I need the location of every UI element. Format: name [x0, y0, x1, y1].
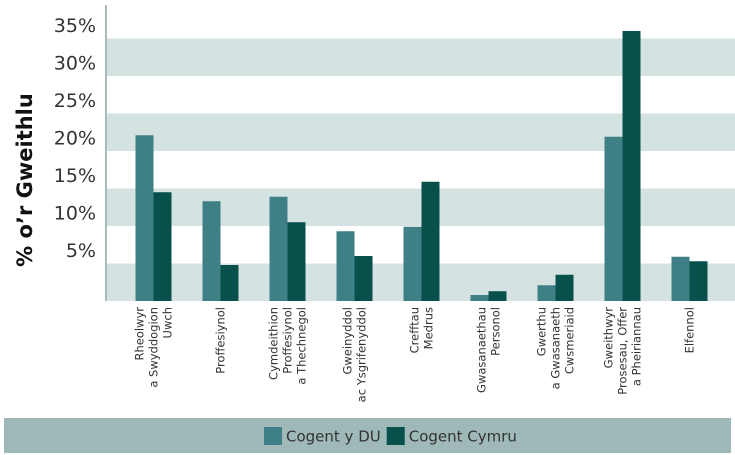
x-tick-label: Rheolwyr [133, 307, 147, 361]
bar [604, 136, 623, 301]
bar [689, 261, 708, 301]
x-tick-label: Gweithwyr [602, 307, 616, 369]
y-tick-label: 35% [54, 15, 96, 37]
y-axis-title: % o’r Gweithlu [13, 93, 37, 267]
bar [153, 192, 172, 301]
legend-swatch [264, 427, 282, 445]
x-tick-label: Crefftau [408, 307, 422, 353]
y-tick-label: 15% [54, 165, 96, 187]
y-tick-label: 10% [54, 203, 96, 225]
bar [555, 274, 574, 301]
bar [470, 295, 489, 301]
legend-label: Cogent y DU [286, 428, 381, 446]
y-tick-label: 5% [66, 240, 96, 262]
x-tick-label: Cymdeithion [267, 307, 281, 380]
bar [403, 226, 422, 301]
bar [537, 285, 556, 301]
x-tick-label: Medrus [422, 307, 436, 349]
bar [622, 31, 641, 301]
bar [287, 222, 306, 301]
x-tick-label: Prosesau, Offer [616, 307, 630, 395]
x-tick-label: Proffesiynol [214, 307, 228, 374]
x-tick-label: a Swyddogion [147, 307, 161, 388]
x-tick-label: Elfennol [683, 307, 697, 353]
bar [421, 181, 440, 301]
x-tick-label: Gweinyddol [341, 307, 355, 375]
bar [336, 231, 355, 301]
x-tick-label: Gwerthu [535, 307, 549, 356]
x-tick-label: a Gwasanaeth [549, 307, 563, 389]
bar [354, 256, 373, 301]
legend-label: Cogent Cymru [409, 428, 517, 446]
bar [202, 201, 221, 301]
bar [220, 265, 239, 301]
x-tick-label: Proffesiynol [281, 307, 295, 374]
x-tick-label: Personol [489, 307, 503, 356]
x-tick-label: Gwasanaethau [475, 307, 489, 393]
bar [135, 135, 154, 301]
bar [269, 196, 288, 301]
legend-background [4, 418, 731, 453]
legend-swatch [386, 427, 405, 445]
y-tick-label: 30% [54, 53, 96, 75]
grid-band [106, 38, 735, 76]
x-tick-label: ac Ysgrifenyddol [355, 307, 369, 402]
x-tick-label: a Thechnegol [295, 307, 309, 385]
bar [488, 291, 507, 301]
y-tick-label: 25% [54, 90, 96, 112]
x-tick-label: Cwsmeriaid [563, 307, 577, 374]
bar [671, 256, 690, 301]
x-tick-label: Uwch [161, 307, 175, 338]
grid-band [106, 113, 735, 151]
x-tick-label: a Pheiriannau [630, 307, 644, 386]
y-tick-label: 20% [54, 128, 96, 150]
grid-band [106, 188, 735, 226]
